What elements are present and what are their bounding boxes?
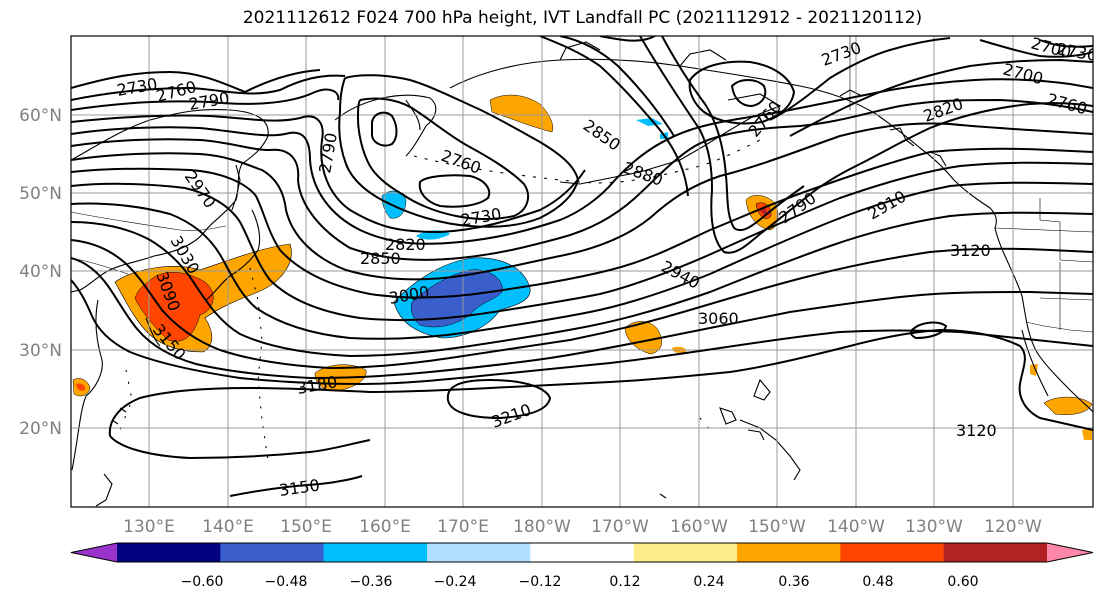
colorbar-segment bbox=[220, 543, 325, 562]
colorbar-segment bbox=[633, 543, 738, 562]
colorbar-tick-label: 0.36 bbox=[778, 574, 809, 590]
lon-label: 130°W bbox=[905, 517, 963, 537]
colorbar-tick-label: 0.12 bbox=[609, 574, 640, 590]
colorbar-tick-label: −0.24 bbox=[434, 574, 477, 590]
map-title: 2021112612 F024 700 hPa height, IVT Land… bbox=[242, 8, 923, 28]
colorbar-tick-label: −0.60 bbox=[181, 574, 224, 590]
lon-label: 140°W bbox=[827, 517, 885, 537]
colorbar-ticks: −0.60 −0.48 −0.36 −0.24 −0.12 0.12 0.24 … bbox=[181, 574, 979, 590]
colorbar-tick-label: 0.48 bbox=[862, 574, 893, 590]
colorbar-segment bbox=[427, 543, 531, 562]
lat-label: 50°N bbox=[19, 184, 62, 204]
lon-label: 170°W bbox=[591, 517, 649, 537]
lon-label: 150°W bbox=[748, 517, 806, 537]
contour-label: 3060 bbox=[698, 309, 739, 328]
colorbar-tick-label: −0.12 bbox=[519, 574, 562, 590]
lon-label: 130°E bbox=[123, 517, 175, 537]
contour-label: 2850 bbox=[360, 249, 401, 268]
longitude-labels: 130°E 140°E 150°E 160°E 170°E 180°W 170°… bbox=[123, 517, 1042, 537]
colorbar-outline bbox=[70, 542, 1094, 563]
colorbar-tick-label: −0.36 bbox=[350, 574, 393, 590]
lon-label: 150°E bbox=[280, 517, 332, 537]
island-chains bbox=[119, 139, 761, 461]
colorbar-segment bbox=[530, 543, 635, 562]
latitude-labels: 60°N 50°N 40°N 30°N 20°N bbox=[19, 106, 62, 439]
contour-label: 3120 bbox=[950, 241, 991, 260]
colorbar-segment bbox=[323, 543, 428, 562]
colorbar bbox=[70, 542, 1094, 563]
lon-label: 120°W bbox=[984, 517, 1042, 537]
lon-label: 170°E bbox=[437, 517, 489, 537]
colorbar-tick-label: 0.24 bbox=[693, 574, 724, 590]
colorbar-segment bbox=[737, 543, 841, 562]
colorbar-tick-label: −0.48 bbox=[265, 574, 308, 590]
lon-label: 140°E bbox=[202, 517, 254, 537]
map-frame bbox=[70, 35, 1094, 508]
colorbar-segment bbox=[943, 543, 1048, 562]
lat-label: 40°N bbox=[19, 262, 62, 282]
colorbar-tick-label: 0.60 bbox=[947, 574, 978, 590]
contour-label: 2820 bbox=[385, 235, 426, 254]
height-contours bbox=[71, 36, 1093, 497]
colorbar-extend-low bbox=[71, 543, 117, 562]
colorbar-segment bbox=[840, 543, 945, 562]
colorbar-extend-high bbox=[1047, 543, 1093, 562]
political-borders bbox=[71, 36, 1093, 333]
lon-label: 160°W bbox=[670, 517, 728, 537]
lat-label: 30°N bbox=[19, 341, 62, 361]
contour-label: 3120 bbox=[956, 421, 997, 440]
lon-label: 180°W bbox=[513, 517, 571, 537]
lon-label: 160°E bbox=[359, 517, 411, 537]
colorbar-segment bbox=[117, 543, 221, 562]
lat-label: 20°N bbox=[19, 419, 62, 439]
lat-label: 60°N bbox=[19, 106, 62, 126]
